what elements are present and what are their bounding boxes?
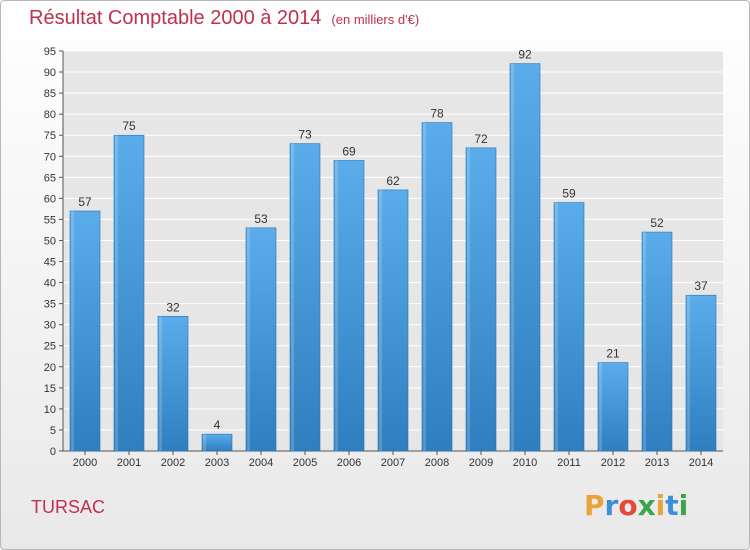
x-tick-label: 2008 bbox=[425, 457, 449, 469]
data-label: 57 bbox=[78, 195, 92, 209]
data-label: 73 bbox=[298, 128, 312, 142]
bar-highlight bbox=[247, 227, 250, 451]
y-tick-label: 90 bbox=[44, 67, 56, 79]
x-tick-label: 2005 bbox=[293, 457, 317, 469]
bar bbox=[157, 315, 189, 452]
x-tick-label: 2013 bbox=[645, 457, 669, 469]
data-label: 75 bbox=[122, 119, 136, 133]
bar-highlight bbox=[159, 316, 162, 451]
proxiti-logo: Proxiti bbox=[584, 489, 688, 522]
bar-highlight bbox=[115, 135, 118, 452]
y-tick-label: 50 bbox=[44, 235, 56, 247]
data-label: 69 bbox=[342, 144, 356, 158]
y-tick-label: 30 bbox=[44, 320, 56, 332]
commune-name: TURSAC bbox=[31, 497, 106, 517]
y-tick-label: 35 bbox=[44, 299, 56, 311]
logo-letter: x bbox=[637, 489, 656, 522]
data-label: 32 bbox=[166, 300, 180, 314]
bar-highlight bbox=[423, 122, 426, 451]
chart-title: Résultat Comptable 2000 à 2014 (en millie… bbox=[29, 7, 419, 30]
bar-highlight bbox=[467, 147, 470, 451]
data-label: 62 bbox=[386, 174, 400, 188]
bar-highlight bbox=[643, 232, 646, 451]
bar bbox=[333, 160, 365, 452]
x-tick-label: 2002 bbox=[161, 457, 185, 469]
y-tick-label: 60 bbox=[44, 193, 56, 205]
y-tick-label: 5 bbox=[50, 425, 56, 437]
data-label: 59 bbox=[562, 187, 576, 201]
data-label: 78 bbox=[430, 107, 444, 121]
logo-letter: i bbox=[655, 489, 666, 522]
logo-letter: t bbox=[665, 489, 679, 522]
bar bbox=[201, 433, 233, 452]
data-label: 92 bbox=[518, 48, 532, 62]
y-tick-label: 25 bbox=[44, 341, 56, 353]
chart-unit: (en milliers d'€) bbox=[331, 12, 420, 27]
bar bbox=[509, 63, 541, 452]
y-tick-label: 65 bbox=[44, 172, 56, 184]
data-label: 53 bbox=[254, 212, 268, 226]
y-tick-label: 15 bbox=[44, 383, 56, 395]
bar bbox=[465, 147, 497, 452]
logo-letter: r bbox=[604, 489, 619, 522]
x-tick-label: 2011 bbox=[557, 457, 581, 469]
data-label: 4 bbox=[214, 418, 221, 432]
x-tick-label: 2012 bbox=[601, 457, 625, 469]
y-tick-label: 0 bbox=[50, 446, 56, 458]
logo-letter: i bbox=[678, 489, 689, 522]
bar bbox=[421, 122, 453, 452]
y-tick-label: 45 bbox=[44, 257, 56, 269]
data-label: 72 bbox=[474, 132, 488, 146]
bar bbox=[69, 210, 101, 452]
y-tick-label: 70 bbox=[44, 151, 56, 163]
x-tick-label: 2000 bbox=[73, 457, 97, 469]
x-tick-label: 2006 bbox=[337, 457, 361, 469]
x-tick-label: 2014 bbox=[689, 457, 713, 469]
data-label: 21 bbox=[606, 347, 620, 361]
bar-highlight bbox=[71, 211, 74, 451]
y-tick-label: 75 bbox=[44, 130, 56, 142]
bar bbox=[597, 362, 629, 452]
data-label: 52 bbox=[650, 216, 664, 230]
bar-highlight bbox=[291, 143, 294, 451]
logo-letter: P bbox=[584, 489, 605, 522]
x-tick-label: 2010 bbox=[513, 457, 537, 469]
data-label: 37 bbox=[694, 279, 708, 293]
bar-highlight bbox=[687, 295, 690, 451]
y-tick-label: 20 bbox=[44, 362, 56, 374]
x-tick-label: 2009 bbox=[469, 457, 493, 469]
bar-highlight bbox=[335, 160, 338, 451]
bar bbox=[377, 189, 409, 452]
y-tick-label: 10 bbox=[44, 404, 56, 416]
logo-letter: o bbox=[618, 489, 638, 522]
x-tick-label: 2001 bbox=[117, 457, 141, 469]
bar-highlight bbox=[511, 63, 514, 451]
bar bbox=[641, 231, 673, 452]
y-tick-label: 40 bbox=[44, 278, 56, 290]
bar-highlight bbox=[203, 434, 206, 451]
bar bbox=[113, 134, 145, 452]
bar-highlight bbox=[379, 189, 382, 451]
y-tick-label: 95 bbox=[44, 46, 56, 58]
y-tick-label: 55 bbox=[44, 214, 56, 226]
x-tick-label: 2007 bbox=[381, 457, 405, 469]
bar bbox=[289, 143, 321, 452]
y-tick-label: 80 bbox=[44, 109, 56, 121]
bar bbox=[245, 227, 277, 452]
x-tick-label: 2003 bbox=[205, 457, 229, 469]
bar-highlight bbox=[555, 202, 558, 451]
chart-title-text: Résultat Comptable 2000 à 2014 bbox=[29, 7, 322, 29]
bar bbox=[685, 294, 717, 452]
bar-highlight bbox=[599, 362, 602, 451]
x-tick-label: 2004 bbox=[249, 457, 273, 469]
y-tick-label: 85 bbox=[44, 88, 56, 100]
bar bbox=[553, 202, 585, 452]
